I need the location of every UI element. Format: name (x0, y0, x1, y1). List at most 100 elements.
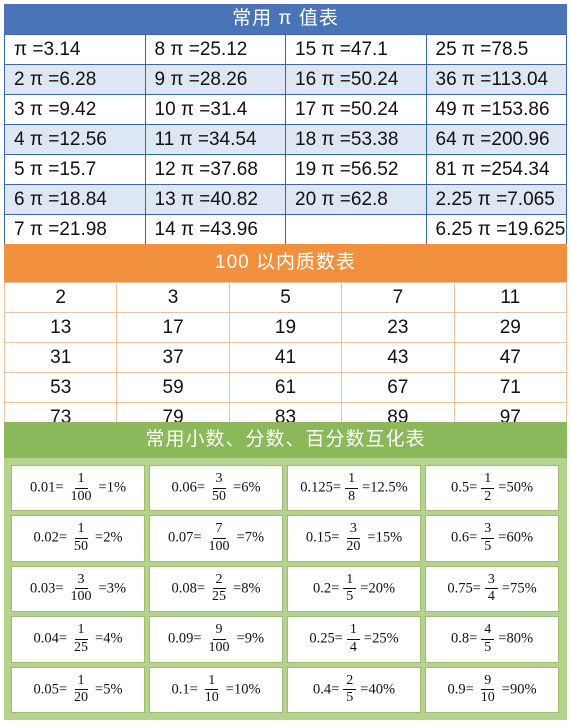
table-row: 53 59 61 67 71 (3, 372, 568, 403)
prime-cell: 47 (453, 342, 568, 373)
fraction-denominator: 5 (346, 589, 354, 605)
prime-cell: 7 (341, 282, 455, 313)
pi-cell: 6 π =18.84 (4, 184, 146, 215)
fraction-numerator: 9 (212, 622, 226, 640)
fraction-numerator: 2 (212, 572, 226, 590)
prime-cell: 37 (116, 342, 230, 373)
pi-cell: 16 π =50.24 (285, 64, 427, 95)
fraction-numerator: 1 (345, 471, 359, 489)
fraction-value: 7 100 (206, 522, 233, 554)
prime-cell: 23 (341, 312, 455, 343)
fraction-denominator: 100 (208, 639, 230, 655)
decimal-value: 0.05= (33, 681, 68, 698)
prime-cell: 43 (341, 342, 455, 373)
pi-cell: 25 π =78.5 (425, 34, 567, 65)
percent-value: =80% (498, 630, 534, 647)
fraction-cell: 0.8= 4 5 =80% (425, 616, 559, 663)
fraction-numerator: 3 (481, 522, 495, 540)
pi-cell: 15 π =47.1 (285, 34, 427, 65)
fraction-value: 3 50 (209, 471, 229, 504)
percent-value: =50% (498, 479, 534, 496)
pi-cell: 11 π =34.54 (144, 124, 286, 155)
fraction-numerator: 9 (481, 673, 495, 691)
fraction-denominator: 50 (212, 488, 227, 504)
fraction-table-title: 常用小数、分数、百分数互化表 (4, 422, 567, 458)
fraction-denominator: 100 (70, 488, 92, 504)
pi-value-table: π =3.14 8 π =25.12 15 π =47.1 25 π =78.5… (4, 34, 567, 245)
table-row: 0.03= 3 100 =3% 0.08= 2 25 =8% 0.2= 1 5 =20% 0.75= 3 4… (11, 565, 559, 613)
decimal-value: 0.4= (312, 681, 340, 698)
table-row: 2 3 5 7 11 (3, 282, 568, 313)
table-row: 7 π =21.98 14 π =43.96 6.25 π =19.625 (4, 214, 567, 245)
table-row: 4 π =12.56 11 π =34.54 18 π =53.38 64 π … (4, 124, 567, 155)
decimal-value: 0.5= (450, 479, 478, 496)
pi-cell: π =3.14 (4, 34, 146, 65)
fraction-numerator: 1 (74, 673, 88, 691)
fraction-cell: 0.04= 1 25 =4% (11, 616, 145, 663)
fraction-denominator: 5 (484, 539, 492, 555)
fraction-denominator: 2 (484, 488, 492, 504)
pi-cell: 81 π =254.34 (425, 154, 567, 185)
prime-cell: 17 (116, 312, 230, 343)
percent-value: =8% (233, 580, 261, 597)
prime-cell: 67 (341, 372, 455, 403)
fraction-numerator: 3 (212, 471, 226, 489)
fraction-cell: 0.75= 3 4 =75% (425, 565, 559, 613)
fraction-cell: 0.09= 9 100 =9% (149, 616, 283, 663)
fraction-denominator: 20 (346, 539, 361, 555)
fraction-cell: 0.9= 9 10 =90% (425, 666, 559, 713)
pi-cell: 7 π =21.98 (4, 214, 146, 245)
fraction-denominator: 25 (74, 639, 89, 655)
table-row: 0.04= 1 25 =4% 0.09= 9 100 =9% 0.25= 1 4 =25% 0.8= 4 5… (11, 616, 559, 663)
prime-cell: 11 (453, 282, 568, 313)
prime-number-table: 2 3 5 7 11 13 17 19 23 29 31 37 41 43 47… (3, 282, 568, 433)
decimal-value: 0.1= (171, 681, 198, 698)
decimal-value: 0.08= (171, 580, 206, 597)
fraction-denominator: 25 (212, 589, 227, 605)
pi-cell: 49 π =153.86 (425, 94, 567, 125)
fraction-cell: 0.06= 3 50 =6% (149, 465, 283, 512)
fraction-numerator: 1 (74, 522, 88, 540)
fraction-denominator: 4 (487, 589, 495, 605)
fraction-numerator: 1 (346, 622, 360, 640)
percent-value: =90% (501, 681, 537, 698)
table-row: 0.05= 1 20 =5% 0.1= 1 10 =10% 0.4= 2 5 =40% 0.9= 9 10 =… (11, 666, 559, 713)
percent-value: =40% (360, 681, 396, 698)
fraction-numerator: 1 (74, 471, 88, 489)
table-row: 0.02= 1 50 =2% 0.07= 7 100 =7% 0.15= 3 20 =15% 0.6= 3… (11, 515, 559, 562)
decimal-value: 0.06= (171, 479, 206, 496)
prime-cell: 71 (453, 372, 568, 403)
fraction-denominator: 20 (74, 690, 89, 706)
pi-table-title: 常用 π 值表 (4, 4, 567, 34)
percent-value: =25% (363, 630, 399, 647)
prime-cell: 53 (3, 372, 118, 403)
pi-cell: 8 π =25.12 (144, 34, 286, 65)
prime-cell: 41 (228, 342, 343, 373)
fraction-cell: 0.6= 3 5 =60% (425, 515, 559, 562)
fraction-cell: 0.125= 1 8 =12.5% (287, 465, 421, 512)
percent-value: =15% (367, 530, 403, 547)
fraction-cell: 0.01= 1 100 =1% (11, 465, 145, 512)
pi-cell: 12 π =37.68 (144, 154, 286, 185)
fraction-denominator: 5 (484, 639, 492, 655)
prime-cell: 2 (3, 282, 118, 313)
decimal-value: 0.25= (309, 630, 343, 647)
fraction-value: 1 25 (71, 622, 91, 655)
table-row: 2 π =6.28 9 π =28.26 16 π =50.24 36 π =1… (4, 64, 567, 95)
fraction-value: 3 20 (343, 522, 363, 554)
fraction-denominator: 4 (349, 639, 357, 655)
decimal-value: 0.6= (450, 530, 478, 547)
decimal-value: 0.09= (167, 630, 202, 647)
percent-value: =60% (498, 530, 534, 547)
fraction-value: 9 100 (206, 622, 233, 655)
fraction-numerator: 1 (481, 471, 495, 489)
table-row: 0.01= 1 100 =1% 0.06= 3 50 =6% 0.125= 1 8 =12.5% 0.5… (11, 465, 559, 512)
fraction-value: 1 100 (68, 471, 95, 504)
pi-cell: 3 π =9.42 (4, 94, 146, 125)
fraction-numerator: 4 (481, 622, 495, 640)
fraction-cell: 0.4= 2 5 =40% (287, 666, 421, 713)
fraction-numerator: 3 (484, 572, 498, 590)
